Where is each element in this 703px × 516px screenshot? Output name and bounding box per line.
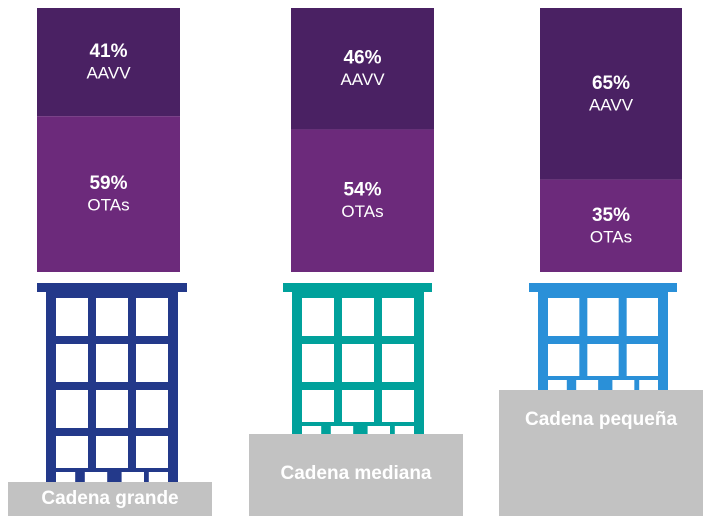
window [382, 298, 414, 336]
window [548, 298, 580, 336]
value-label: 35% [592, 205, 630, 226]
bar-segment [291, 129, 434, 272]
pedestal [8, 482, 212, 516]
window [626, 344, 658, 382]
bar-segment [37, 8, 180, 117]
building-roof [529, 283, 677, 292]
category-label: Cadena grande [41, 488, 178, 509]
value-label: 54% [343, 180, 381, 201]
bar-segment [291, 8, 434, 130]
window [302, 344, 334, 382]
window [56, 344, 88, 382]
category-label: Cadena pequeña [525, 409, 677, 430]
series-label: AAVV [589, 95, 634, 114]
building-roof [283, 283, 432, 292]
window [96, 344, 128, 382]
window [587, 344, 619, 382]
value-label: 41% [89, 41, 127, 62]
window [342, 298, 374, 336]
series-label: AAVV [86, 64, 131, 83]
window [302, 390, 334, 428]
window [342, 390, 374, 428]
pedestal [499, 390, 703, 516]
pedestal [249, 434, 463, 516]
window [56, 298, 88, 336]
window [302, 298, 334, 336]
door [612, 380, 635, 390]
window [342, 344, 374, 382]
series-label: OTAs [590, 227, 632, 246]
door [121, 472, 144, 482]
series-label: OTAs [87, 196, 129, 215]
window [56, 390, 88, 428]
door [576, 380, 599, 390]
window [626, 298, 658, 336]
window [56, 436, 88, 474]
window [136, 436, 168, 474]
door [84, 472, 108, 482]
value-label: 46% [343, 48, 381, 69]
window [382, 390, 414, 428]
window [136, 344, 168, 382]
window [136, 298, 168, 336]
door [367, 426, 390, 434]
window [96, 390, 128, 428]
bar-segment [540, 8, 682, 180]
building-roof [37, 283, 187, 292]
series-label: AAVV [340, 70, 385, 89]
window [587, 298, 619, 336]
window [136, 390, 168, 428]
building-band [56, 468, 168, 474]
category-label: Cadena mediana [281, 463, 432, 484]
value-label: 59% [89, 173, 127, 194]
door [330, 426, 354, 434]
window [548, 344, 580, 382]
series-label: OTAs [341, 202, 383, 221]
bar-segment [540, 179, 682, 272]
window [96, 298, 128, 336]
window [382, 344, 414, 382]
window [96, 436, 128, 474]
building-band [548, 376, 658, 382]
bar-segment [37, 116, 180, 273]
building-band [302, 422, 414, 428]
value-label: 65% [592, 73, 630, 94]
